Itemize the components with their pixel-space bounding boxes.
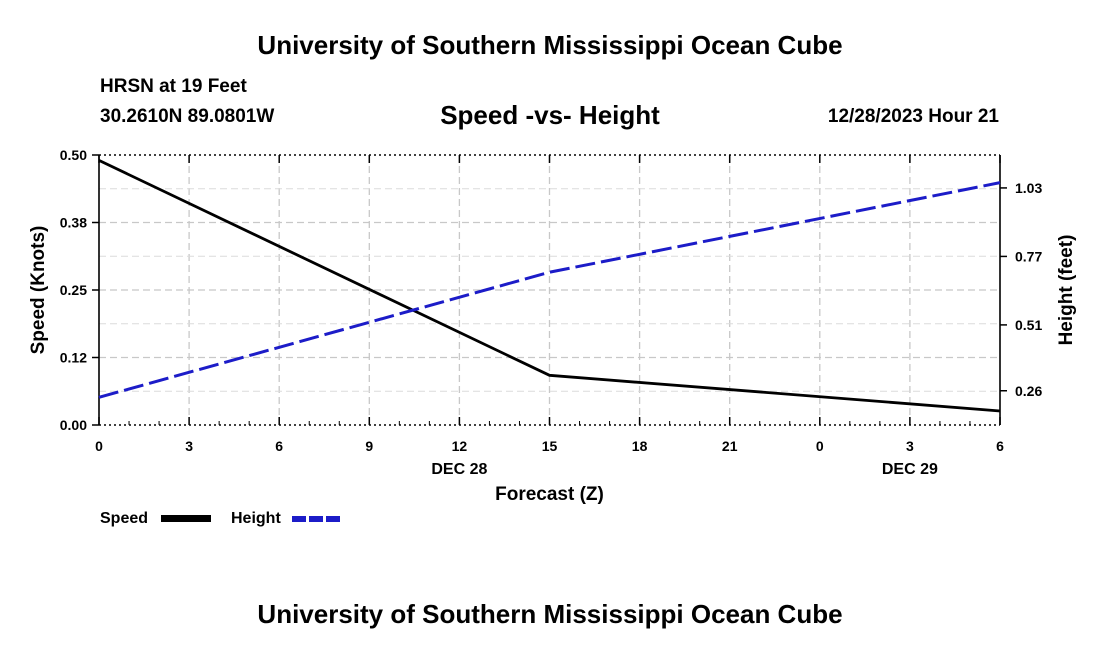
- right-y-tick-label: 0.51: [1015, 317, 1042, 333]
- x-date-label: DEC 28: [431, 461, 487, 478]
- x-tick-label: 12: [452, 438, 468, 454]
- left-y-tick-label: 0.00: [60, 417, 87, 433]
- left-y-tick-label: 0.25: [60, 282, 87, 298]
- coordinates-label: 30.2610N 89.0801W: [100, 106, 275, 127]
- right-y-tick-label: 1.03: [1015, 180, 1042, 196]
- x-axis-title: Forecast (Z): [495, 484, 604, 505]
- footer-title: University of Southern Mississippi Ocean…: [257, 599, 843, 629]
- left-y-tick-label: 0.12: [60, 350, 87, 366]
- right-axis-title: Height (feet): [1056, 235, 1077, 346]
- legend-speed-label: Speed: [100, 510, 149, 527]
- x-tick-label: 18: [632, 438, 648, 454]
- left-axis-title: Speed (Knots): [28, 226, 49, 355]
- x-date-label: DEC 29: [882, 461, 938, 478]
- x-tick-label: 3: [906, 438, 914, 454]
- datetime-label: 12/28/2023 Hour 21: [827, 106, 999, 127]
- x-tick-label: 0: [816, 438, 824, 454]
- x-tick-label: 6: [996, 438, 1004, 454]
- x-tick-label: 21: [722, 438, 738, 454]
- legend-height-label: Height: [231, 510, 281, 527]
- x-tick-label: 15: [542, 438, 558, 454]
- left-y-tick-label: 0.38: [60, 215, 87, 231]
- right-y-tick-label: 0.77: [1015, 248, 1042, 264]
- right-y-tick-label: 0.26: [1015, 383, 1042, 399]
- series-line-height: [98, 181, 1001, 399]
- x-tick-label: 6: [275, 438, 283, 454]
- x-tick-label: 9: [365, 438, 373, 454]
- station-label: HRSN at 19 Feet: [100, 76, 247, 97]
- x-tick-label: 3: [185, 438, 193, 454]
- main-title: University of Southern Mississippi Ocean…: [257, 30, 843, 60]
- chart-subtitle: Speed -vs- Height: [440, 100, 660, 130]
- left-y-tick-label: 0.50: [60, 147, 87, 163]
- series-line-speed: [98, 159, 1001, 413]
- x-tick-label: 0: [95, 438, 103, 454]
- legend-height-swatch: [292, 516, 342, 522]
- legend-speed-swatch: [161, 515, 211, 522]
